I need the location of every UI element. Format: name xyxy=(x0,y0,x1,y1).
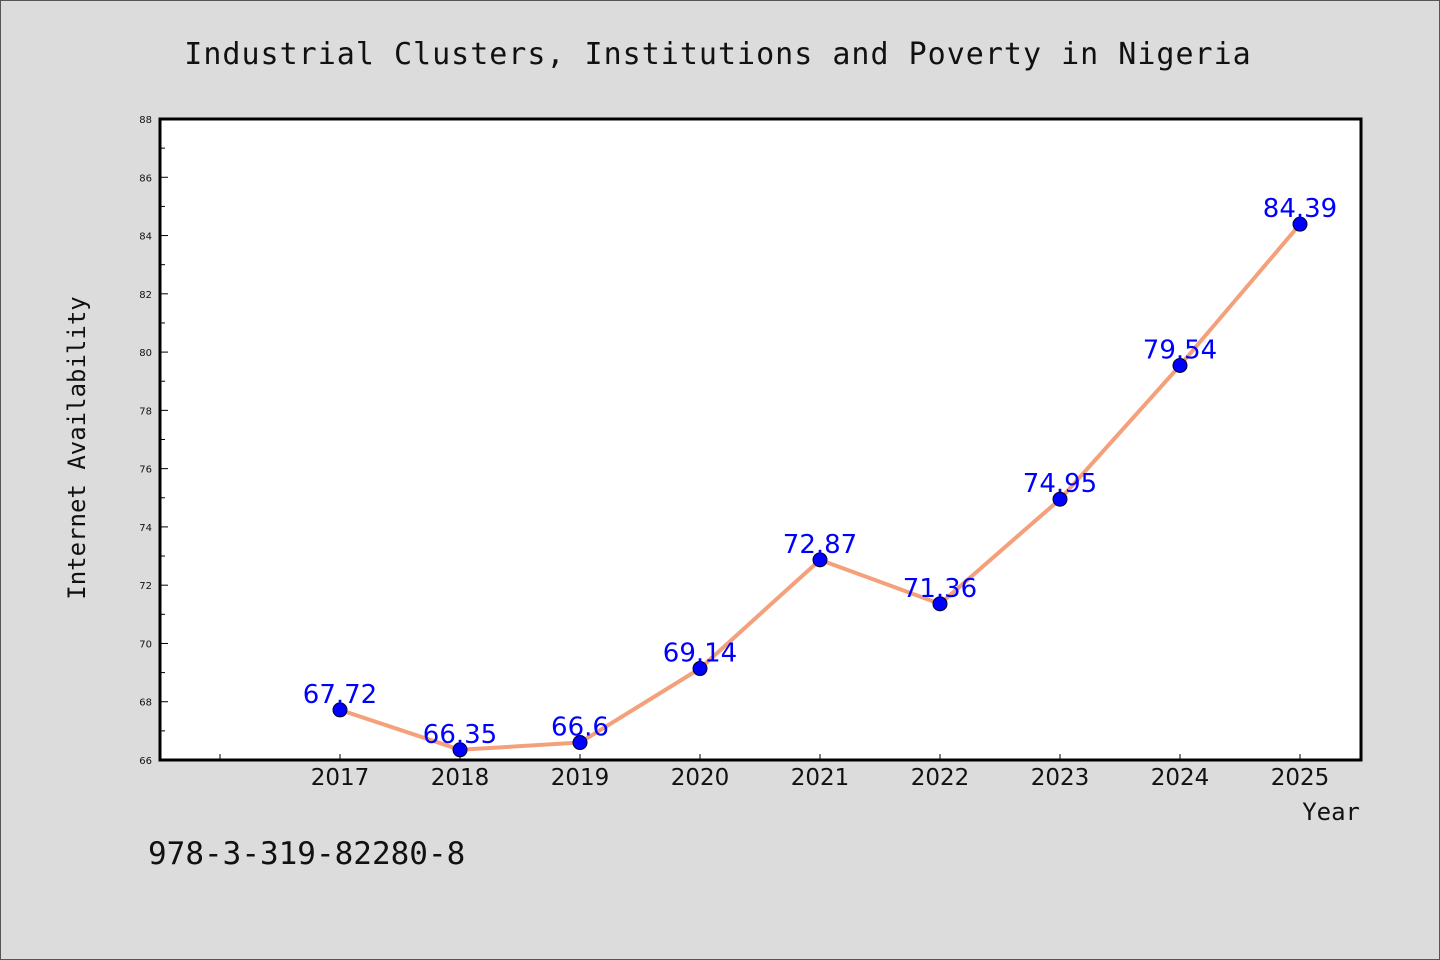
x-tick-label: 2022 xyxy=(911,765,970,791)
y-tick-label: 88 xyxy=(139,115,152,126)
y-tick-label: 78 xyxy=(139,406,152,417)
data-point xyxy=(572,735,588,751)
y-axis-label: Internet Availability xyxy=(63,296,91,599)
data-label: 67.72 xyxy=(303,680,377,710)
data-label: 74.95 xyxy=(1023,469,1097,499)
data-point xyxy=(812,552,828,568)
y-tick-label: 82 xyxy=(139,290,152,301)
x-axis-label: Year xyxy=(1302,798,1360,826)
x-tick-label: 2023 xyxy=(1031,765,1090,791)
data-point xyxy=(332,702,348,718)
y-tick-label: 70 xyxy=(139,639,152,650)
data-point xyxy=(452,742,468,758)
y-tick-label: 68 xyxy=(139,698,152,709)
data-label: 66.35 xyxy=(423,720,497,750)
x-tick-label: 2018 xyxy=(431,765,490,791)
y-axis-ticks: 66 68 70 72 74 76 78 80 82 84 86 88 xyxy=(139,115,168,767)
data-point xyxy=(692,661,708,677)
y-tick-label: 76 xyxy=(139,465,152,476)
isbn-note: 978-3-319-82280-8 xyxy=(148,836,465,872)
y-tick-label: 72 xyxy=(139,581,152,592)
data-point xyxy=(1052,491,1068,507)
chart-title: Industrial Clusters, Institutions and Po… xyxy=(184,37,1251,72)
x-tick-label: 2019 xyxy=(551,765,610,791)
y-tick-label: 80 xyxy=(139,348,152,359)
data-label: 84.39 xyxy=(1263,194,1337,224)
data-label: 71.36 xyxy=(903,574,977,604)
data-point xyxy=(1172,357,1188,373)
x-tick-label: 2017 xyxy=(311,765,370,791)
plot-area xyxy=(158,117,1363,762)
series-group: 67.72 66.35 66.6 69.14 72.87 71.36 74.95 79.54 8… xyxy=(303,194,1337,758)
data-label: 79.54 xyxy=(1143,335,1217,365)
y-tick-label: 86 xyxy=(139,173,152,184)
x-tick-label: 2020 xyxy=(671,765,730,791)
x-axis-ticks: 2017 2018 2019 2020 2021 2022 2023 2024 2025 xyxy=(219,754,1330,791)
y-tick-label: 84 xyxy=(139,232,152,243)
data-label: 72.87 xyxy=(783,530,857,560)
x-tick-label: 2024 xyxy=(1151,765,1210,791)
data-label: 66.6 xyxy=(551,713,609,743)
data-label: 69.14 xyxy=(663,639,737,669)
data-point xyxy=(932,596,948,612)
x-tick-label: 2021 xyxy=(791,765,850,791)
x-tick-label: 2025 xyxy=(1271,765,1330,791)
data-point xyxy=(1292,216,1308,232)
y-tick-label: 66 xyxy=(139,756,152,767)
y-tick-label: 74 xyxy=(139,523,152,534)
